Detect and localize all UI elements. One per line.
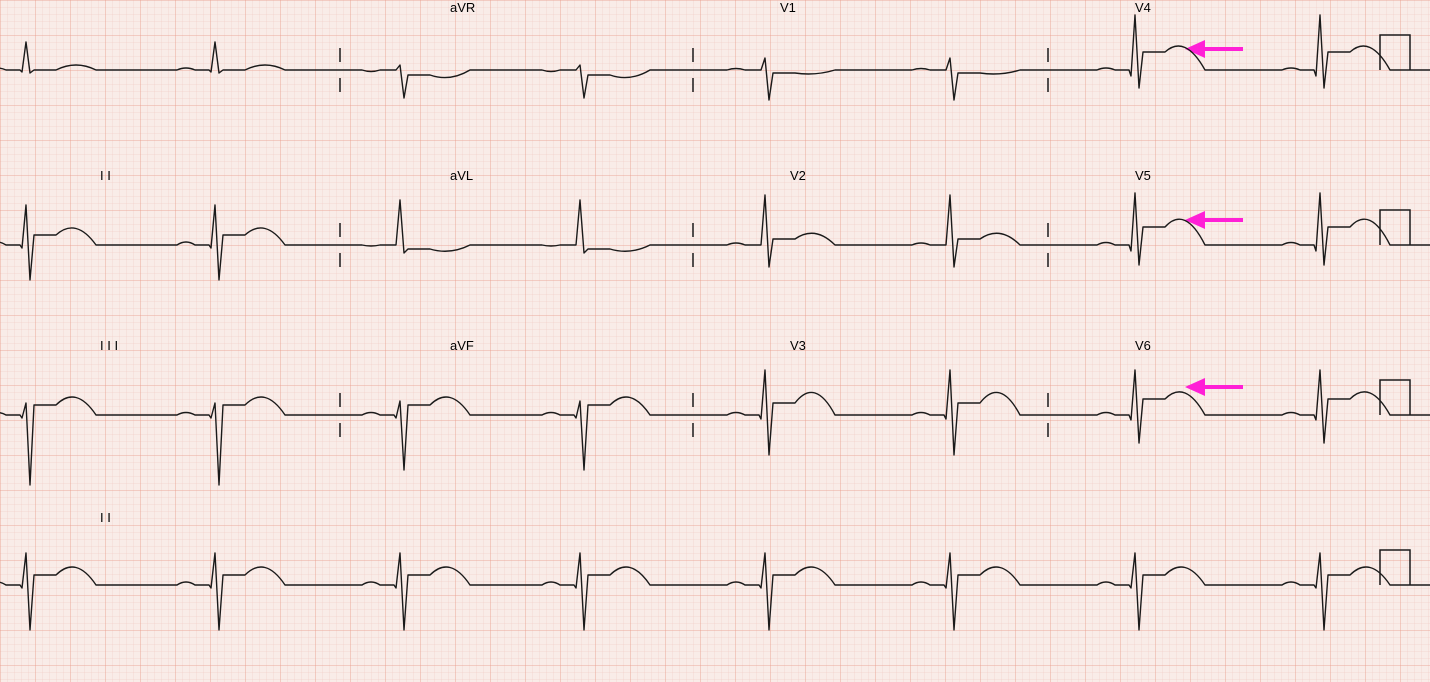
trace-aVF (340, 397, 693, 470)
ecg-traces (0, 0, 1430, 682)
calibration-pulse (1380, 35, 1410, 70)
ecg-strip: aVRV1V4I IaVLV2V5I I IaVFV3V6I I (0, 0, 1430, 682)
trace-V3 (693, 370, 1048, 455)
calibration-pulse (1380, 380, 1410, 415)
trace-II (0, 205, 340, 280)
trace-V2 (693, 195, 1048, 267)
trace-aVR (340, 65, 693, 98)
trace-aVL (340, 200, 693, 253)
trace-V5 (1048, 193, 1430, 265)
trace-I (0, 42, 340, 73)
trace-III (0, 397, 340, 485)
trace-V1 (693, 58, 1048, 100)
calibration-pulse (1380, 210, 1410, 245)
trace-II_rhythm (0, 553, 1430, 630)
trace-V6 (1048, 370, 1430, 443)
trace-V4 (1048, 15, 1430, 88)
calibration-pulse (1380, 550, 1410, 585)
